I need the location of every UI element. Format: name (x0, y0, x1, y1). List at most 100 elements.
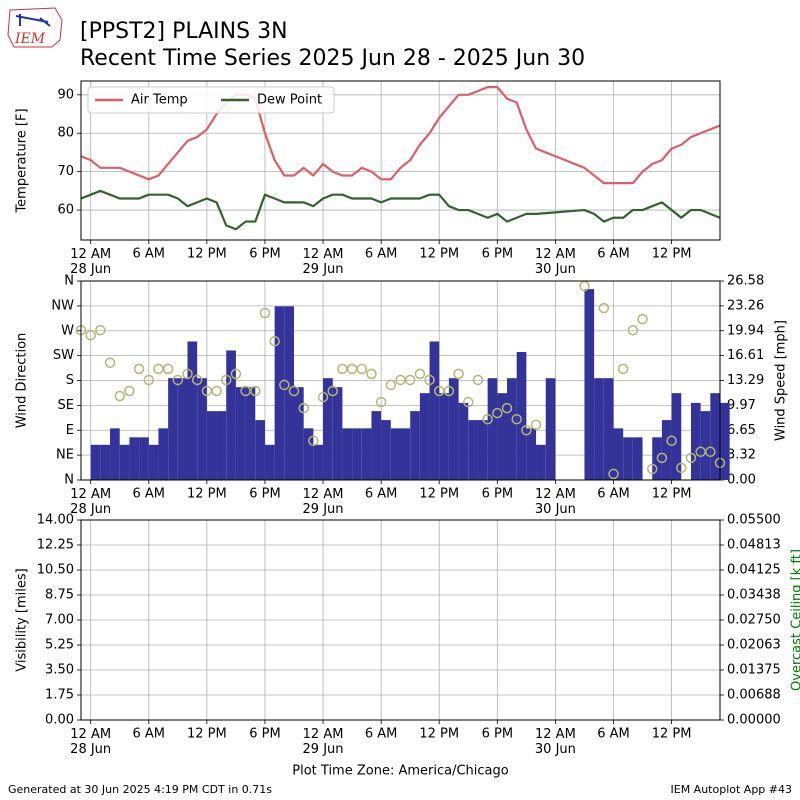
bar (303, 428, 314, 480)
y2-tick-label: 0.00000 (727, 713, 781, 728)
bar (613, 428, 624, 480)
bar (90, 444, 101, 480)
bar (381, 420, 391, 480)
point (346, 363, 358, 375)
point (705, 446, 716, 458)
y2-tick-label: 19.94 (727, 323, 764, 338)
y-tick-label: SE (58, 398, 74, 413)
x-tick-label: 12 AM 28 Jun (70, 487, 111, 517)
y-tick-label: 0.00 (45, 713, 74, 728)
y2-tick-label: 0.03438 (727, 588, 781, 603)
bar (497, 393, 507, 480)
point (317, 391, 329, 403)
y-axis-label: Temperature [F] (15, 108, 30, 213)
point (288, 385, 300, 397)
point (646, 463, 658, 475)
bar (342, 428, 353, 480)
point (666, 435, 677, 447)
x-tick-label: 12 PM (419, 727, 459, 742)
point (443, 385, 455, 397)
x-tick-label: 12 PM (652, 247, 692, 262)
x-tick-label: 6 PM (249, 247, 280, 262)
bar (294, 387, 304, 480)
x-tick-label: 6 AM (597, 727, 630, 742)
x-tick-label: 12 AM 29 Jun (303, 727, 344, 757)
point (182, 368, 193, 380)
bar (313, 444, 324, 480)
y-tick-label: 12.25 (37, 538, 74, 553)
y2-axis-label: Wind Speed [mph] (774, 320, 789, 441)
y-tick-label: 70 (57, 164, 74, 179)
panel: 12 AM 28 Jun 6 AM 12 PM 6 PM 12 AM 29 Jun 6 AM 1… (15, 274, 789, 517)
point (104, 357, 116, 369)
footer-app: IEM Autoplot App #43 (671, 783, 793, 796)
y2-tick-label: 9.97 (727, 398, 756, 413)
point (676, 462, 687, 474)
point (250, 385, 261, 397)
y2-tick-label: 0.04813 (727, 538, 781, 553)
y-tick-label: 10.50 (37, 563, 74, 578)
point (298, 402, 309, 414)
point (85, 329, 96, 341)
y-tick-label: NE (56, 448, 74, 463)
point (492, 407, 503, 419)
point (598, 302, 610, 314)
point (327, 385, 338, 397)
y-tick-label: 90 (57, 87, 74, 102)
y2-axis-label: Overcast Ceiling [k ft] (790, 549, 800, 691)
point (162, 363, 174, 375)
bar (352, 428, 362, 480)
x-tick-label: 12 AM 30 Jun (535, 727, 576, 757)
panel: 12 AM 28 Jun 6 AM 12 PM 6 PM 12 AM 29 Jun 6 AM 1… (15, 80, 721, 277)
x-tick-label: 12 PM (187, 247, 227, 262)
y-tick-label: 7.00 (45, 613, 74, 628)
y2-tick-label: 13.29 (727, 373, 764, 388)
panel: 12 AM 28 Jun 6 AM 12 PM 6 PM 12 AM 29 Jun 6 AM 1… (15, 513, 800, 779)
bar (516, 351, 527, 480)
point (685, 452, 697, 464)
bar (690, 402, 701, 480)
y-axis-label: Visibility [miles] (15, 568, 30, 671)
point (627, 324, 639, 336)
x-tick-label: 12 AM 29 Jun (303, 247, 344, 277)
legend-label: Dew Point (257, 93, 322, 108)
x-tick-label: 12 AM 28 Jun (70, 247, 111, 277)
bar (148, 444, 159, 480)
y2-tick-label: 0.00688 (727, 688, 781, 703)
point (337, 363, 348, 375)
y-tick-label: 5.25 (45, 638, 74, 653)
y-tick-label: N (64, 473, 74, 488)
legend-label: Air Temp (131, 93, 188, 108)
bar (119, 444, 130, 480)
x-tick-label: 6 PM (249, 727, 280, 742)
point (124, 385, 135, 397)
bar (206, 411, 217, 480)
bar (168, 378, 178, 480)
point (279, 379, 290, 391)
y2-tick-label: 0.05500 (727, 513, 781, 528)
x-tick-label: 6 AM (133, 727, 166, 742)
x-tick-label: 12 AM 29 Jun (303, 487, 344, 517)
bar (371, 411, 382, 480)
point (637, 313, 648, 325)
legend: Air Temp Dew Point (87, 86, 335, 114)
point (133, 363, 145, 375)
y-tick-label: W (61, 323, 74, 338)
y-axis-label: Wind Direction (15, 333, 30, 429)
bar (448, 378, 459, 480)
point (395, 374, 406, 386)
bar (507, 378, 517, 480)
bar (526, 428, 537, 480)
bar (700, 411, 711, 480)
x-tick-label: 12 PM (187, 727, 227, 742)
point (617, 363, 629, 375)
point (463, 396, 474, 408)
bar (429, 341, 440, 480)
point (521, 425, 532, 436)
x-tick-label: 12 PM (187, 487, 227, 502)
series-line (80, 86, 721, 185)
x-tick-label: 6 PM (482, 487, 513, 502)
point (424, 374, 435, 386)
point (172, 374, 184, 386)
point (608, 468, 619, 480)
